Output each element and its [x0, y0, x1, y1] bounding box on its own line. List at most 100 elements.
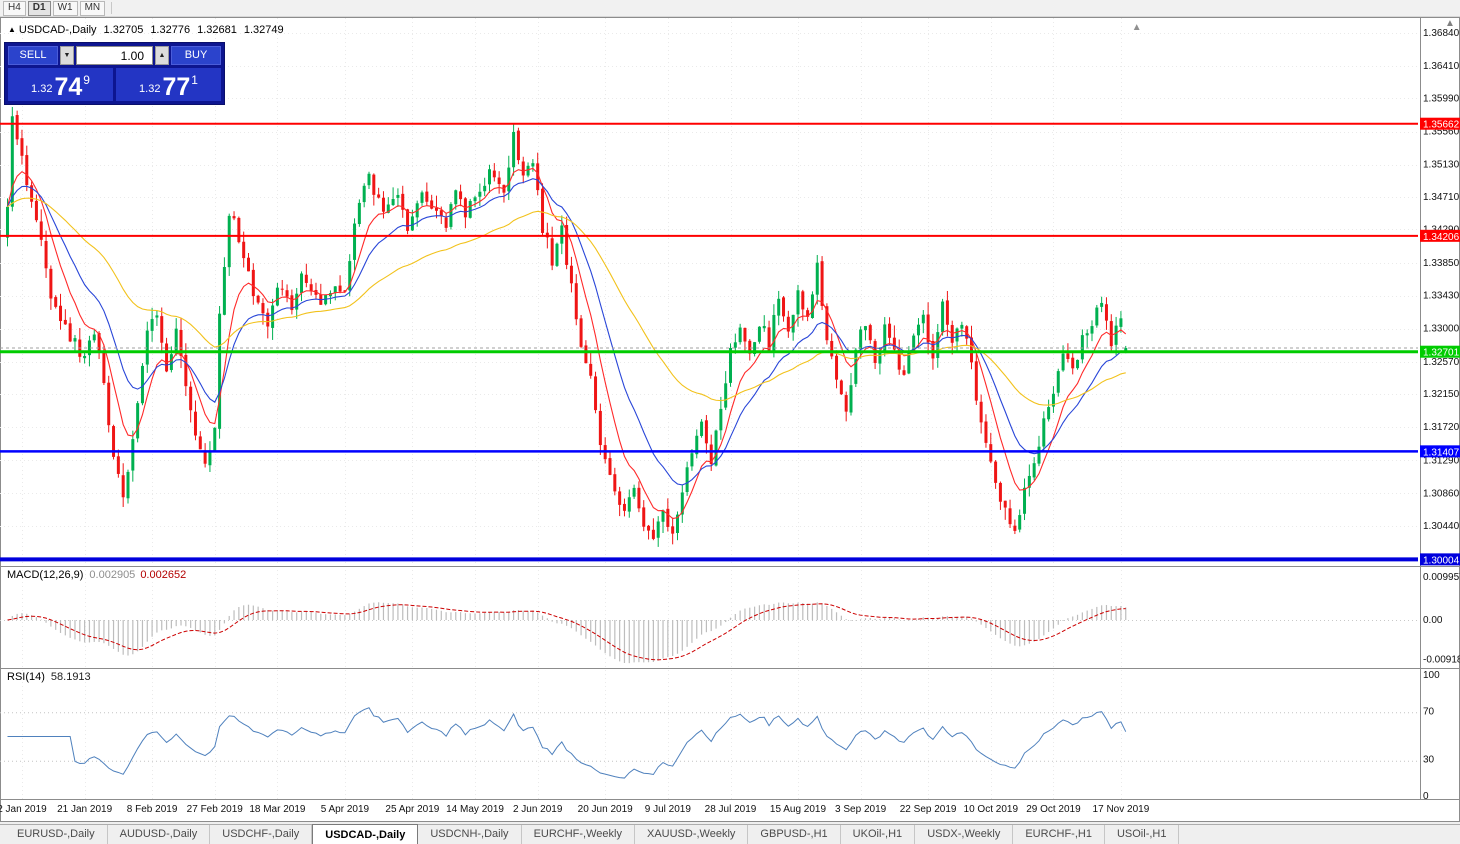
- chart-tab-xauusd-weekly[interactable]: XAUUSD-,Weekly: [635, 825, 749, 844]
- volume-input[interactable]: [76, 46, 153, 65]
- svg-text:17 Nov 2019: 17 Nov 2019: [1093, 804, 1150, 815]
- timeframe-button-mn[interactable]: MN: [79, 0, 106, 16]
- svg-text:2 Jan 2019: 2 Jan 2019: [0, 804, 47, 815]
- moving-average-lines: [6, 167, 1127, 520]
- toolbar-separator: [111, 2, 113, 14]
- macd-value: 0.002905: [89, 569, 136, 581]
- sell-price-button[interactable]: 1.32 74 9: [8, 68, 113, 101]
- svg-text:1.30440: 1.30440: [1423, 521, 1460, 532]
- macd-indicator-label: MACD(12,26,9) 0.002905 0.002652: [7, 569, 186, 581]
- svg-text:1.32570: 1.32570: [1423, 357, 1460, 368]
- svg-text:1.35130: 1.35130: [1423, 160, 1460, 171]
- timeframe-button-d1[interactable]: D1: [27, 0, 51, 16]
- svg-text:22 Sep 2019: 22 Sep 2019: [900, 804, 957, 815]
- svg-text:1.32701: 1.32701: [1423, 348, 1460, 359]
- svg-text:5 Apr 2019: 5 Apr 2019: [321, 804, 370, 815]
- svg-text:18 Mar 2019: 18 Mar 2019: [249, 804, 306, 815]
- svg-text:70: 70: [1423, 706, 1435, 717]
- chart-tab-usdchf-daily[interactable]: USDCHF-,Daily: [210, 825, 313, 844]
- svg-text:1.31290: 1.31290: [1423, 455, 1460, 466]
- volume-decrease-icon[interactable]: ▼: [60, 46, 74, 65]
- rsi-line: [7, 707, 1127, 779]
- chart-shift-marker-icon: ▲: [1132, 22, 1142, 33]
- svg-text:1.33000: 1.33000: [1423, 324, 1460, 335]
- macd-signal-value: 0.002652: [140, 569, 187, 581]
- sell-price-big: 74: [54, 73, 83, 101]
- rsi-indicator-label: RSI(14) 58.1913: [7, 671, 91, 683]
- svg-text:25 Apr 2019: 25 Apr 2019: [385, 804, 439, 815]
- svg-text:1.31720: 1.31720: [1423, 422, 1460, 433]
- svg-text:1.36840: 1.36840: [1423, 28, 1460, 39]
- macd-axis-labels: 0.009957 0.00 -0.009186: [1423, 572, 1460, 665]
- svg-text:8 Feb 2019: 8 Feb 2019: [127, 804, 178, 815]
- svg-text:3 Sep 2019: 3 Sep 2019: [835, 804, 887, 815]
- chart-tab-gbpusd-h1[interactable]: GBPUSD-,H1: [748, 825, 841, 844]
- volume-increase-icon[interactable]: ▲: [155, 46, 169, 65]
- macd-name: MACD(12,26,9): [7, 569, 84, 581]
- hline-label-box: [1420, 553, 1460, 566]
- svg-text:1.34710: 1.34710: [1423, 192, 1460, 203]
- chart-tab-ukoil-h1[interactable]: UKOil-,H1: [841, 825, 916, 844]
- svg-text:1.32150: 1.32150: [1423, 389, 1460, 400]
- ohlc-open: 1.32705: [103, 24, 144, 36]
- timeframe-button-w1[interactable]: W1: [52, 0, 78, 16]
- buy-price-sup: 1: [191, 73, 198, 87]
- svg-text:28 Jul 2019: 28 Jul 2019: [705, 804, 757, 815]
- svg-text:1.35662: 1.35662: [1423, 120, 1460, 131]
- buy-price-button[interactable]: 1.32 77 1: [116, 68, 221, 101]
- chart-header: ▲ USDCAD-,Daily 1.32705 1.32776 1.32681 1.327…: [8, 24, 284, 36]
- price-axis-labels: 1.36840 1.36410 1.35990 1.35560 1.35130 1.347…: [1423, 28, 1460, 565]
- chart-tab-eurusd-daily[interactable]: EURUSD-,Daily: [5, 825, 108, 844]
- chart-tab-eurchf-h1[interactable]: EURCHF-,H1: [1013, 825, 1105, 844]
- chart-window: [0, 17, 1460, 822]
- chart-tab-usdcnh-daily[interactable]: USDCNH-,Daily: [418, 825, 522, 844]
- svg-text:0.009957: 0.009957: [1423, 572, 1460, 583]
- svg-text:1.30004: 1.30004: [1423, 555, 1460, 566]
- hline-label-box: [1420, 445, 1460, 458]
- rsi-axis-labels: 100 70 30 0: [1423, 670, 1440, 802]
- svg-text:100: 100: [1423, 670, 1440, 681]
- sell-button[interactable]: SELL: [8, 46, 58, 65]
- hline-price-labels: 1.35662 1.34206 1.32701 1.31407 1.30004: [1420, 117, 1460, 566]
- buy-price-big: 77: [162, 73, 191, 101]
- ohlc-close: 1.32749: [243, 24, 284, 36]
- svg-text:1.31407: 1.31407: [1423, 447, 1460, 458]
- svg-text:1.33430: 1.33430: [1423, 291, 1460, 302]
- axis-scroll-up-icon[interactable]: ▲: [1445, 18, 1455, 29]
- chart-tab-bar: EURUSD-,Daily AUDUSD-,Daily USDCHF-,Daily U…: [0, 824, 1460, 844]
- svg-text:-0.009186: -0.009186: [1423, 654, 1460, 665]
- ohlc-low: 1.32681: [197, 24, 237, 36]
- one-click-trading-panel: SELL ▼ ▲ BUY 1.32 74 9 1.32 77 1: [4, 42, 225, 105]
- symbol-marker-icon: ▲: [8, 25, 16, 34]
- horizontal-lines[interactable]: [0, 122, 1418, 562]
- chart-tab-usdcad-daily[interactable]: USDCAD-,Daily: [312, 824, 419, 844]
- macd-signal-line: [7, 603, 1126, 661]
- svg-text:21 Jan 2019: 21 Jan 2019: [57, 804, 112, 815]
- svg-text:1.30860: 1.30860: [1423, 488, 1460, 499]
- chart-tab-usoil-h1[interactable]: USOil-,H1: [1105, 825, 1180, 844]
- chart-symbol-title: USDCAD-,Daily: [18, 24, 97, 36]
- svg-text:30: 30: [1423, 755, 1435, 766]
- hline-label-box: [1420, 345, 1460, 358]
- timeframe-toolbar: H4 D1 W1 MN: [0, 0, 1460, 17]
- chart-tab-usdx-weekly[interactable]: USDX-,Weekly: [915, 825, 1014, 844]
- svg-text:0: 0: [1423, 791, 1429, 802]
- rsi-value: 58.1913: [50, 671, 91, 683]
- grid-lines: [0, 18, 1418, 799]
- svg-text:1.33850: 1.33850: [1423, 258, 1460, 269]
- ohlc-high: 1.32776: [150, 24, 191, 36]
- chart-tab-audusd-daily[interactable]: AUDUSD-,Daily: [108, 825, 211, 844]
- timeframe-button-h4[interactable]: H4: [3, 0, 26, 16]
- hline-label-box: [1420, 117, 1460, 130]
- ma-line-48: [7, 197, 1126, 406]
- svg-text:15 Aug 2019: 15 Aug 2019: [770, 804, 827, 815]
- chart-tab-eurchf-weekly[interactable]: EURCHF-,Weekly: [522, 825, 635, 844]
- ma-line-17: [7, 178, 1126, 486]
- svg-text:1.34206: 1.34206: [1423, 232, 1460, 243]
- svg-text:1.35560: 1.35560: [1423, 127, 1460, 138]
- buy-button[interactable]: BUY: [171, 46, 221, 65]
- svg-text:27 Feb 2019: 27 Feb 2019: [187, 804, 244, 815]
- sell-price-sup: 9: [83, 73, 90, 87]
- svg-text:1.36410: 1.36410: [1423, 61, 1460, 72]
